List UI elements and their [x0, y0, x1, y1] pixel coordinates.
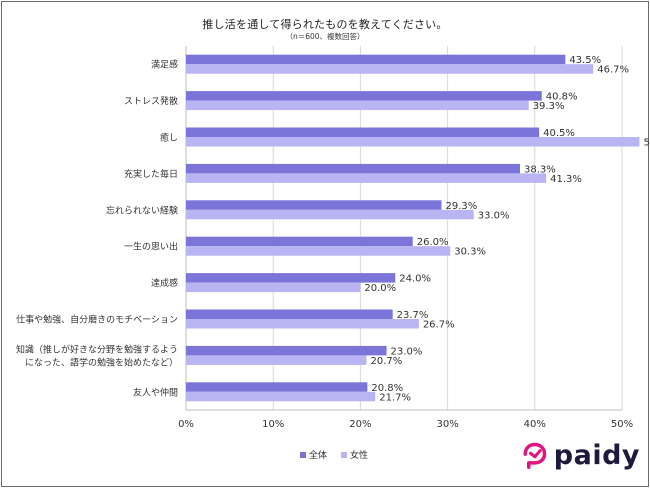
x-tick-label: 40%	[524, 419, 546, 430]
data-label: 29.3%	[445, 201, 477, 212]
legend-item-series1: 全体	[300, 448, 327, 461]
legend-label-series1: 全体	[309, 451, 328, 461]
bar-series2	[186, 246, 451, 256]
bar-series1	[186, 91, 542, 101]
legend: 全体 女性	[300, 448, 368, 461]
category-label: 知識（推しが好きな分野を勉強するよう	[16, 343, 178, 355]
bar-series1	[186, 345, 387, 356]
x-tick-label: 0%	[178, 419, 194, 430]
bar-series1	[186, 127, 540, 137]
bar-series2	[186, 173, 547, 183]
bar-series1	[186, 273, 396, 283]
paidy-logo-icon	[523, 442, 547, 470]
bar-series1	[186, 200, 442, 210]
category-label: ストレス発散	[124, 95, 178, 107]
legend-swatch-series1	[300, 451, 306, 458]
data-label: 23.7%	[397, 310, 429, 321]
paidy-logo-text: paidy	[553, 439, 640, 471]
data-label: 41.3%	[550, 174, 582, 185]
chart-subtitle: （n＝600、複数回答）	[285, 32, 365, 41]
legend-label-series2: 女性	[350, 451, 369, 461]
x-tick-label: 30%	[436, 419, 458, 430]
data-label: 46.7%	[597, 65, 629, 76]
data-label: 20.8%	[371, 383, 403, 394]
bar-series2	[186, 137, 640, 147]
data-label: 38.3%	[524, 164, 556, 175]
data-label: 26.0%	[417, 237, 449, 248]
bar-series2	[186, 100, 529, 111]
bar-series2	[186, 64, 594, 74]
bar-series2	[186, 209, 474, 220]
bar-series2	[186, 282, 361, 293]
bar-series1	[186, 54, 566, 65]
data-label: 21.7%	[379, 392, 411, 403]
paidy-logo: paidy	[520, 438, 640, 472]
data-label: 20.0%	[364, 283, 396, 294]
data-label: 39.3%	[533, 101, 565, 112]
data-label: 20.7%	[371, 356, 403, 367]
category-label: 忘れられない経験	[106, 204, 178, 216]
bar-series1	[186, 382, 368, 392]
bar-series2	[186, 391, 376, 402]
bar-series2	[186, 319, 419, 329]
legend-swatch-series2	[341, 451, 348, 458]
category-label: 癒し	[160, 132, 178, 144]
data-label: 33.0%	[478, 210, 510, 221]
bar-series2	[186, 355, 367, 365]
category-label: 仕事や勉強、自分磨きのモチベーション	[16, 314, 178, 326]
chart-title: 推し活を通して得られたものを教えてください。	[202, 18, 448, 31]
bar-series1	[186, 236, 413, 247]
legend-item-series2: 女性	[341, 448, 368, 461]
category-label: 友人や仲間	[133, 386, 178, 398]
category-label: 満足感	[151, 59, 178, 71]
category-label: になった、語学の勉強を始めたなど）	[25, 356, 178, 368]
data-label: 40.8%	[546, 92, 578, 103]
data-label: 52.0%	[643, 138, 650, 149]
x-tick-label: 10%	[262, 419, 284, 430]
data-label: 23.0%	[391, 346, 423, 357]
data-label: 24.0%	[399, 274, 431, 285]
data-label: 30.3%	[454, 247, 486, 258]
category-label: 一生の思い出	[124, 241, 178, 253]
data-label: 43.5%	[569, 55, 601, 66]
x-tick-label: 50%	[611, 419, 633, 430]
category-label: 充実した毎日	[124, 168, 178, 180]
x-tick-label: 20%	[349, 419, 371, 430]
data-label: 40.5%	[543, 128, 575, 139]
data-label: 26.7%	[423, 320, 455, 331]
category-label: 達成感	[151, 277, 178, 289]
bar-series1	[186, 309, 393, 319]
bar-series1	[186, 163, 520, 174]
